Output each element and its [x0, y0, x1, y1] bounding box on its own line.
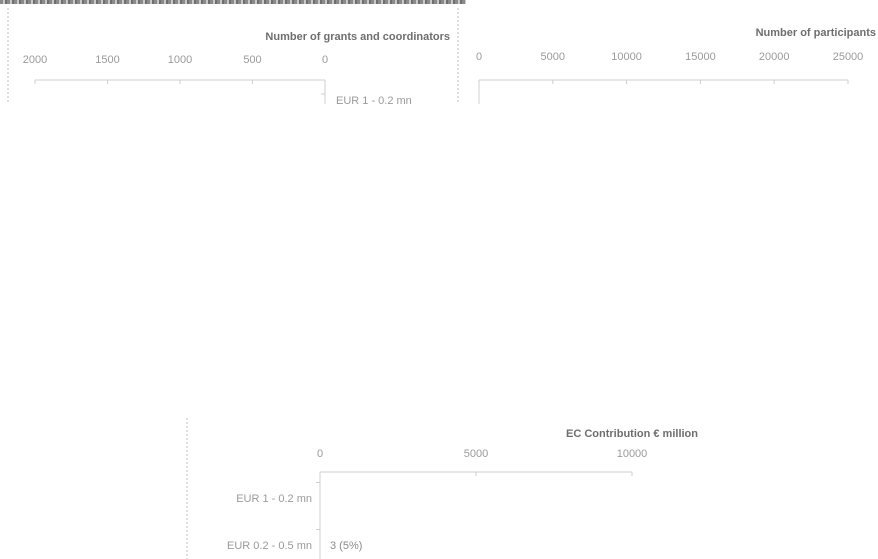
participants-chart: Number of participants 0 5000 10000 15000 20… [466, 0, 878, 104]
grants-tick-label: 2000 [23, 54, 47, 66]
participants-chart-svg: Number of participants 0 5000 10000 15000 20… [476, 27, 876, 104]
grants-tick-label: 500 [243, 54, 261, 66]
ec-contribution-tick-label: 5000 [464, 448, 488, 460]
grants-category-label: EUR 1 - 0.2 mn [336, 95, 412, 104]
ec-contribution-tick-label: 0 [317, 448, 323, 460]
participants-chart-title: Number of participants [756, 27, 876, 39]
ec-contribution-category-label: EUR 0.2 - 0.5 mn [227, 540, 312, 552]
participants-tick-label: 20000 [759, 51, 790, 63]
ec-contribution-tick-label: 10000 [617, 448, 648, 460]
top-border-band [0, 0, 466, 4]
grants-chart: Number of grants and coordinators 2000 15… [0, 0, 466, 104]
ec-chart-title: EC Contribution € million [566, 428, 698, 440]
participants-tick-label: 5000 [541, 51, 565, 63]
participants-tick-label: 25000 [833, 51, 864, 63]
grants-chart-svg: Number of grants and coordinators 2000 15… [7, 8, 459, 104]
participants-tick-label: 15000 [685, 51, 716, 63]
ec-contribution-chart-svg: EC Contribution € million 0 5000 10000 EUR… [186, 418, 698, 559]
ec-contribution-data-label: 3 (5%) [330, 540, 362, 552]
participants-tick-label: 10000 [611, 51, 642, 63]
grants-tick-label: 1000 [168, 54, 192, 66]
grants-tick-label: 1500 [95, 54, 119, 66]
grants-chart-title: Number of grants and coordinators [265, 31, 450, 43]
ec-contribution-chart: EC Contribution € million 0 5000 10000 EUR… [180, 410, 700, 559]
participants-tick-label: 0 [476, 51, 482, 63]
ec-contribution-category-label: EUR 1 - 0.2 mn [236, 493, 312, 505]
grants-tick-label: 0 [322, 54, 328, 66]
